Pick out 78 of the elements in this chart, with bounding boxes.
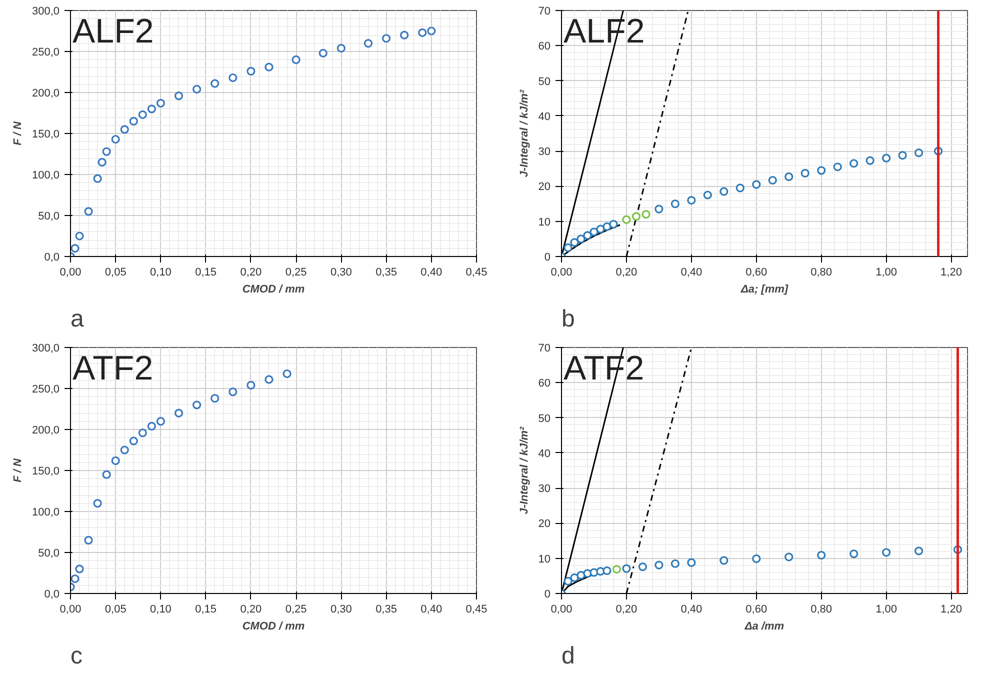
y-tick-label: 300,0	[32, 6, 60, 18]
y-tick-label: 50,0	[38, 210, 60, 222]
x-tick-label: 0,00	[60, 604, 82, 616]
x-tick-label: 0,00	[550, 266, 572, 278]
x-tick-label: 0,05	[104, 604, 126, 616]
y-tick-label: 50,0	[38, 548, 60, 560]
y-tick-label: 30	[538, 146, 551, 158]
x-tick-label: 0,40	[420, 266, 442, 278]
x-tick-label: 0,30	[330, 266, 352, 278]
text: a	[70, 306, 84, 332]
x-tick-label: 1,20	[940, 266, 962, 278]
y-axis-title: F / N	[12, 458, 24, 482]
text: d	[562, 642, 575, 670]
x-tick-label: 0,40	[680, 604, 702, 616]
y-tick-label: 70	[538, 342, 551, 354]
x-tick-label: 0,35	[376, 604, 397, 616]
x-tick-label: 0,00	[60, 266, 82, 278]
x-tick-label: 0,20	[616, 266, 638, 278]
y-tick-label: 100,0	[32, 170, 60, 182]
y-tick-label: 70	[538, 6, 551, 18]
x-axis-title: CMOD / mm	[242, 620, 305, 632]
x-axis-title: CMOD / mm	[242, 284, 305, 296]
y-tick-label: 50	[538, 76, 551, 88]
y-tick-label: 150,0	[32, 466, 60, 478]
x-tick-label: 0,30	[330, 604, 352, 616]
x-tick-label: 0,00	[550, 604, 572, 616]
x-tick-label: 0,45	[466, 266, 488, 278]
y-tick-label: 100,0	[32, 506, 60, 518]
y-tick-label: 60	[538, 378, 551, 390]
y-tick-label: 10	[538, 553, 551, 566]
chart-title: ALF2	[72, 12, 154, 50]
y-tick-label: 200,0	[32, 88, 60, 100]
x-tick-label: 0,80	[810, 266, 832, 278]
x-tick-label: 0,35	[376, 266, 397, 278]
x-tick-label: 0,05	[104, 266, 126, 278]
chart-title: ATF2	[72, 350, 154, 388]
x-tick-label: 0,15	[195, 266, 217, 278]
y-tick-label: 50	[538, 412, 551, 425]
x-axis-title: Δa; [mm]	[740, 284, 788, 296]
x-tick-label: 1,20	[940, 604, 962, 616]
x-tick-label: 1,00	[876, 604, 898, 616]
text: c	[70, 642, 82, 670]
x-tick-label: 0,15	[195, 604, 217, 616]
y-tick-label: 10	[538, 216, 551, 228]
y-tick-label: 0	[544, 588, 551, 600]
y-tick-label: 20	[538, 181, 551, 194]
y-tick-label: 60	[538, 40, 551, 53]
x-tick-label: 0,60	[746, 266, 768, 278]
y-tick-label: 0	[544, 252, 551, 264]
y-tick-label: 200,0	[32, 424, 60, 436]
x-tick-label: 0,40	[680, 266, 702, 278]
x-tick-label: 0,80	[810, 604, 832, 616]
y-tick-label: 0,0	[44, 252, 60, 264]
y-tick-label: 20	[538, 518, 551, 530]
x-tick-label: 0,25	[285, 604, 307, 616]
x-tick-label: 0,10	[150, 604, 172, 616]
x-tick-label: 0,25	[285, 266, 307, 278]
x-tick-label: 0,45	[466, 604, 488, 616]
y-tick-label: 0,0	[44, 588, 60, 600]
x-tick-label: 0,20	[240, 266, 262, 278]
x-axis-title: Δa /mm	[744, 620, 784, 632]
text: b	[562, 306, 575, 332]
y-tick-label: 250,0	[32, 46, 60, 58]
x-tick-label: 0,60	[746, 604, 768, 616]
y-axis-title: F / N	[12, 120, 24, 146]
y-tick-label: 30	[538, 483, 551, 496]
y-axis-title: J-Integral / kJ/m²	[518, 89, 530, 178]
x-tick-label: 0,20	[240, 604, 262, 616]
y-axis-title: J-Integral / kJ/m²	[518, 426, 530, 514]
x-tick-label: 0,10	[150, 266, 172, 278]
y-tick-label: 150,0	[32, 128, 60, 140]
x-tick-label: 0,20	[616, 604, 638, 616]
y-tick-label: 300,0	[32, 342, 60, 354]
y-tick-label: 40	[538, 448, 551, 460]
y-tick-label: 250,0	[32, 384, 60, 396]
x-tick-label: 1,00	[876, 266, 898, 278]
y-tick-label: 40	[538, 110, 551, 123]
x-tick-label: 0,40	[420, 604, 442, 616]
